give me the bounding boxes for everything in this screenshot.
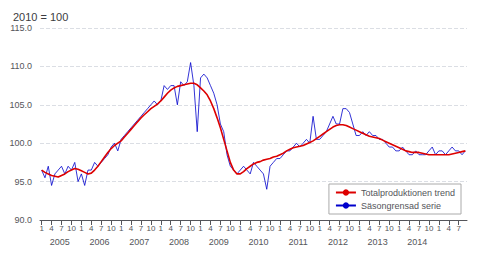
svg-text:4: 4	[447, 224, 452, 233]
svg-text:1: 1	[278, 224, 283, 233]
svg-text:4: 4	[169, 224, 174, 233]
svg-text:7: 7	[417, 224, 422, 233]
svg-text:2009: 2009	[209, 237, 229, 247]
svg-text:2013: 2013	[368, 237, 388, 247]
svg-text:2010 = 100: 2010 = 100	[13, 11, 68, 23]
svg-text:2008: 2008	[169, 237, 189, 247]
svg-text:1: 1	[39, 224, 44, 233]
svg-text:7: 7	[99, 224, 104, 233]
svg-text:4: 4	[49, 224, 54, 233]
svg-text:4: 4	[248, 224, 253, 233]
svg-text:1: 1	[357, 224, 362, 233]
svg-text:10: 10	[67, 224, 76, 233]
svg-text:90.0: 90.0	[14, 215, 32, 225]
svg-text:10: 10	[226, 224, 235, 233]
svg-text:7: 7	[337, 224, 342, 233]
svg-text:2005: 2005	[50, 237, 70, 247]
svg-text:10: 10	[266, 224, 275, 233]
svg-text:Säsongrensad serie: Säsongrensad serie	[361, 201, 441, 211]
svg-text:1: 1	[159, 224, 164, 233]
svg-text:10: 10	[107, 224, 116, 233]
svg-text:1: 1	[317, 224, 322, 233]
svg-text:10: 10	[424, 224, 433, 233]
svg-text:100.0: 100.0	[9, 138, 32, 148]
svg-text:4: 4	[367, 224, 372, 233]
svg-text:10: 10	[146, 224, 155, 233]
svg-text:95.0: 95.0	[14, 177, 32, 187]
svg-text:10: 10	[385, 224, 394, 233]
svg-text:2006: 2006	[90, 237, 110, 247]
svg-text:4: 4	[129, 224, 134, 233]
svg-text:4: 4	[89, 224, 94, 233]
svg-text:10: 10	[345, 224, 354, 233]
svg-text:1: 1	[397, 224, 402, 233]
svg-text:10: 10	[186, 224, 195, 233]
svg-text:4: 4	[208, 224, 213, 233]
svg-text:4: 4	[407, 224, 412, 233]
svg-text:4: 4	[327, 224, 332, 233]
svg-text:1: 1	[119, 224, 124, 233]
svg-text:7: 7	[59, 224, 64, 233]
svg-text:7: 7	[218, 224, 223, 233]
svg-text:1: 1	[238, 224, 243, 233]
svg-text:115.0: 115.0	[10, 23, 32, 33]
svg-text:1: 1	[79, 224, 84, 233]
svg-text:10: 10	[305, 224, 314, 233]
svg-text:2011: 2011	[289, 237, 308, 247]
svg-text:7: 7	[139, 224, 144, 233]
svg-text:7: 7	[298, 224, 303, 233]
svg-text:1: 1	[198, 224, 203, 233]
svg-text:105.0: 105.0	[9, 100, 32, 110]
svg-text:2010: 2010	[248, 237, 268, 247]
svg-text:7: 7	[178, 224, 183, 233]
svg-text:2014: 2014	[407, 237, 427, 247]
svg-text:110.0: 110.0	[10, 61, 32, 71]
svg-text:7: 7	[456, 224, 461, 233]
svg-text:7: 7	[377, 224, 382, 233]
svg-text:2012: 2012	[328, 237, 348, 247]
svg-text:1: 1	[437, 224, 442, 233]
svg-text:7: 7	[258, 224, 263, 233]
svg-text:2007: 2007	[129, 237, 149, 247]
svg-text:Totalproduktionen trend: Totalproduktionen trend	[361, 188, 455, 198]
svg-text:4: 4	[288, 224, 293, 233]
